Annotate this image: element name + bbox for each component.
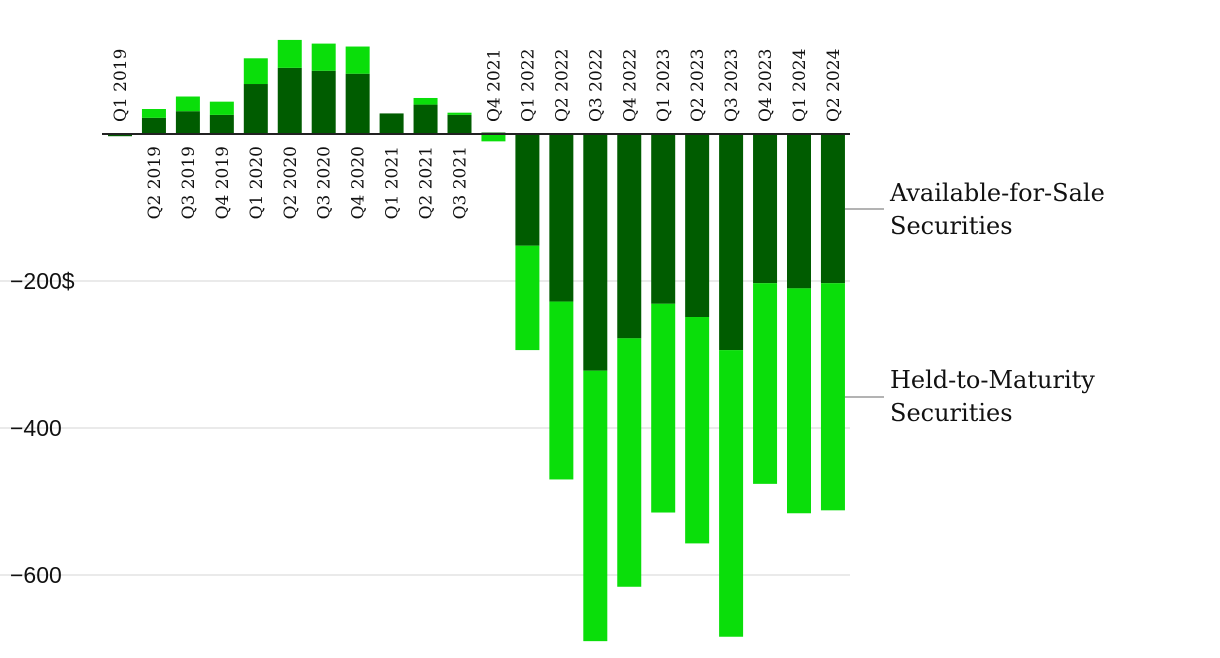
x-tick-label: Q1 2019 [111,49,131,122]
bar-held-to-maturity [753,283,778,484]
y-tick-label: −600 [10,562,62,588]
x-tick-label: Q1 2024 [790,49,810,122]
bar-held-to-maturity [481,134,506,142]
x-tick-label: Q2 2019 [145,146,165,219]
x-tick-label: Q2 2023 [688,49,708,122]
bar-available-for-sale [345,73,370,134]
x-tick-label: Q4 2022 [620,49,640,122]
x-tick-label: Q4 2020 [349,146,369,219]
bar-available-for-sale [583,134,608,371]
bar-available-for-sale [787,134,811,289]
bar-held-to-maturity [787,288,811,514]
legend-label: Held-to-Maturity Securities [890,366,1095,427]
x-tick-label: Q2 2020 [281,146,301,219]
bar-available-for-sale [617,134,642,339]
x-tick-label: Q3 2020 [315,146,335,219]
x-tick-label: Q1 2022 [518,49,538,122]
bar-available-for-sale [108,134,132,137]
legend-label: Available-for-Sale Securities [889,179,1105,240]
bar-available-for-sale [141,117,166,134]
bar-available-for-sale [820,134,845,284]
bar-held-to-maturity [549,301,574,480]
bar-held-to-maturity [820,283,845,511]
bar-held-to-maturity [685,317,710,544]
bar-held-to-maturity [515,245,540,351]
bar-held-to-maturity [243,58,268,85]
bar-held-to-maturity [277,39,302,68]
bar-available-for-sale [549,134,574,302]
bar-available-for-sale [685,134,710,318]
x-tick-label: Q2 2021 [417,146,437,219]
x-tick-label: Q3 2019 [179,146,199,219]
legend: Available-for-Sale Securities Held-to-Matu… [845,179,1105,427]
bar-available-for-sale [447,114,472,134]
bars [108,39,845,642]
y-tick-label: −400 [10,415,62,441]
x-tick-label: Q3 2022 [586,49,606,122]
y-tick-label: −200$ [10,268,75,294]
bar-held-to-maturity [413,97,438,105]
x-tick-label: Q2 2024 [824,49,844,122]
x-tick-label: Q4 2021 [484,49,504,122]
bar-available-for-sale [209,114,234,134]
bar-held-to-maturity [719,350,744,637]
bar-held-to-maturity [617,338,642,587]
x-tick-label: Q3 2021 [451,146,471,219]
x-tick-label: Q4 2023 [756,49,776,122]
bar-held-to-maturity [651,303,676,513]
x-tick-label: Q2 2022 [552,49,572,122]
bar-held-to-maturity [311,43,336,71]
bar-available-for-sale [379,113,404,134]
bar-held-to-maturity [583,370,608,642]
bar-held-to-maturity [209,101,234,115]
bar-available-for-sale [413,104,438,134]
bar-available-for-sale [175,111,200,134]
bar-held-to-maturity [175,96,200,112]
bar-held-to-maturity [447,112,472,115]
bar-available-for-sale [243,84,268,134]
bar-available-for-sale [753,134,778,284]
bar-available-for-sale [311,70,336,134]
bar-held-to-maturity [141,109,166,118]
x-tick-label: Q1 2021 [383,146,403,219]
bar-available-for-sale [277,67,302,134]
x-tick-label: Q4 2019 [213,146,233,219]
bar-held-to-maturity [345,46,370,74]
bar-available-for-sale [719,134,744,351]
bar-available-for-sale [515,134,540,246]
category-labels: Q1 2019 Q2 2019 Q3 2019 Q4 2019 Q1 2020 Q2 20… [111,49,844,220]
x-tick-label: Q1 2020 [247,146,267,219]
x-tick-label: Q3 2023 [722,49,742,122]
y-axis-ticks: −200$ −400 −600 [10,268,75,588]
x-tick-label: Q1 2023 [654,49,674,122]
bar-available-for-sale [651,134,676,304]
